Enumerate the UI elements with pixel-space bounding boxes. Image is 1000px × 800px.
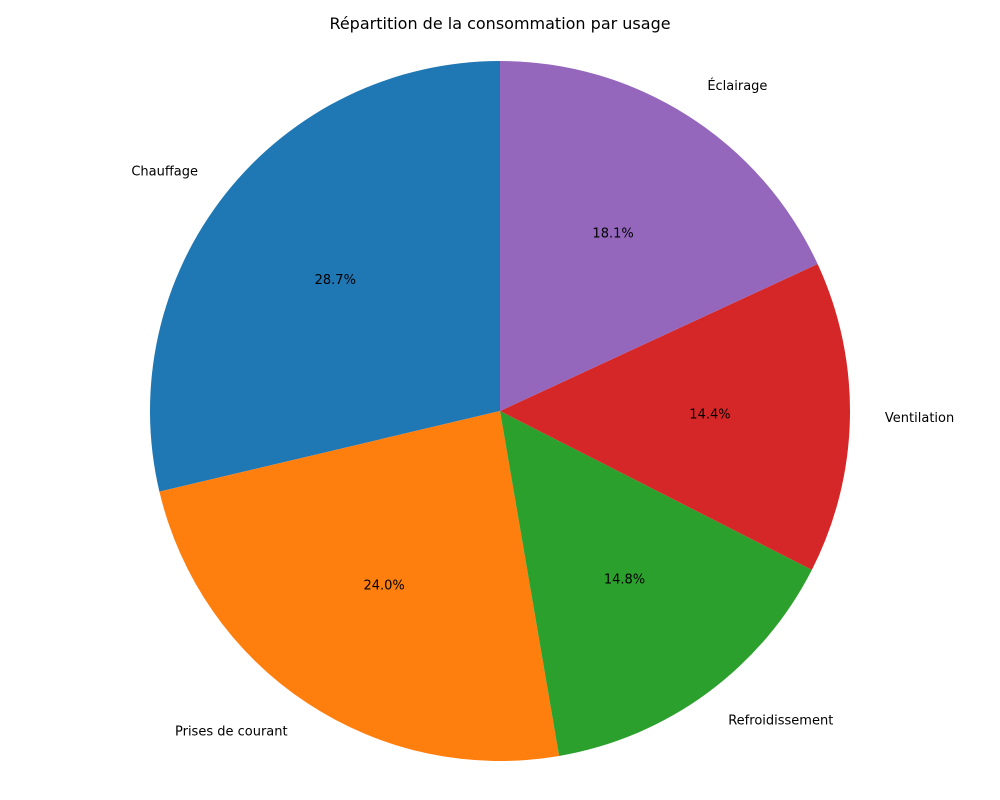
pie-slice-prises-de-courant [159,411,560,761]
pie-category-label-refroidissement: Refroidissement [728,714,833,729]
pie-percent-label: 24.0% [363,579,404,594]
pie-slice-refroidissement [500,411,812,756]
pie-category-label-ventilation: Ventilation [885,411,954,426]
pie-slice-eclairage [500,61,818,411]
pie-percent-label: 18.1% [592,227,633,242]
pie-category-label-prises-de-courant: Prises de courant [175,725,288,740]
pie-slice-ventilation [500,263,851,570]
pie-category-label-chauffage: Chauffage [131,165,198,180]
pie-percent-labels: 28.7% 24.0% 14.8% 14.4% 18.1% [315,227,731,594]
pie-slice-chauffage [149,61,500,492]
pie-slices [149,61,851,761]
chart-title: Répartition de la consommation par usage [329,14,671,33]
pie-percent-label: 28.7% [315,273,356,288]
pie-category-label-eclairage: Éclairage [707,78,767,94]
pie-category-labels: Chauffage Prises de courant Refroidissemen… [131,78,954,740]
pie-percent-label: 14.4% [689,407,730,422]
pie-percent-label: 14.8% [604,573,645,588]
